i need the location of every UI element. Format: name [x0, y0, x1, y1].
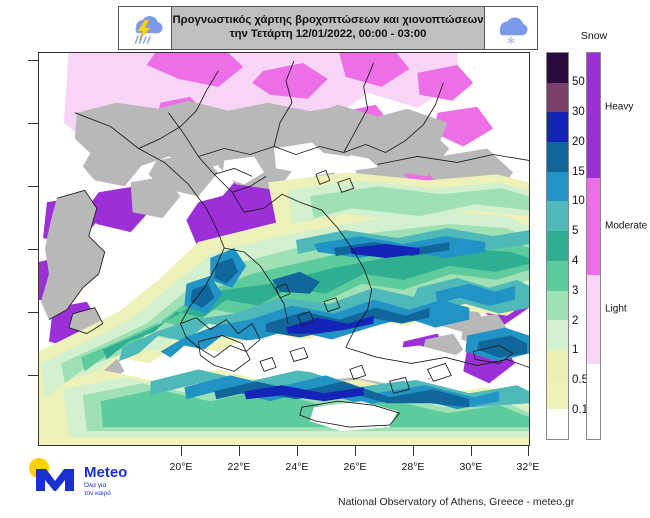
- rain-color-seg-4-5: [547, 231, 568, 261]
- map-title-text: Προγνωστικός χάρτης βροχοπτώσεων και χιο…: [172, 7, 484, 49]
- rain-color-seg-20-30: [547, 112, 568, 143]
- logo-tagline-line2: τον καιρό: [84, 489, 111, 497]
- credit-text: National Observatory of Athens, Greece -…: [338, 496, 575, 508]
- precipitation-map-plot: [38, 52, 530, 446]
- title-line-2: την Τετάρτη 12/01/2022, 00:00 - 03:00: [229, 28, 427, 40]
- ytick-mark-40n: [28, 186, 38, 188]
- xtick-mark-22e: [239, 446, 241, 456]
- snow-color-seg-moderate: [587, 178, 600, 275]
- map-title-bar: Προγνωστικός χάρτης βροχοπτώσεων και χιο…: [118, 6, 538, 50]
- xtick-mark-28e: [413, 446, 415, 456]
- snow-label-moderate: Moderate: [605, 220, 648, 232]
- rain-tick-0.5: 0.5: [572, 374, 588, 386]
- xtick-mark-32e: [528, 446, 530, 456]
- xtick-mark-20e: [181, 446, 183, 456]
- rain-color-seg-0.1-0.5: [547, 379, 568, 410]
- rain-color-seg-50plus: [547, 53, 568, 83]
- rain-tick-5: 5: [572, 225, 579, 237]
- xtick-label-30e: 30°E: [459, 461, 483, 473]
- rain-tick-4: 4: [572, 255, 579, 267]
- xtick-label-28e: 28°E: [401, 461, 425, 473]
- rain-tick-3: 3: [572, 285, 579, 297]
- snow-cloud-icon: [484, 7, 537, 49]
- rain-color-seg-30-50: [547, 82, 568, 113]
- xtick-label-20e: 20°E: [169, 461, 193, 473]
- snow-label-light: Light: [605, 303, 627, 315]
- ytick-mark-36n: [28, 312, 38, 314]
- logo-tagline-line1: Όλα για: [83, 482, 106, 489]
- snow-color-seg-none: [587, 363, 600, 439]
- xtick-label-22e: 22°E: [227, 461, 251, 473]
- rain-color-seg-10-15: [547, 171, 568, 202]
- xtick-label-32e: 32°E: [516, 461, 540, 473]
- rain-color-seg-1-2: [547, 320, 568, 350]
- rain-tick-30: 30: [572, 106, 585, 118]
- rain-tick-10: 10: [572, 195, 585, 207]
- logo-wordmark: Meteo: [84, 464, 127, 481]
- snow-color-seg-light: [587, 274, 600, 364]
- rain-color-seg-15-20: [547, 142, 568, 172]
- xtick-label-24e: 24°E: [285, 461, 309, 473]
- rain-colorbar: [546, 52, 569, 440]
- thunderstorm-rain-cloud-icon: [119, 7, 172, 49]
- precipitation-field: [39, 53, 529, 445]
- xtick-mark-30e: [471, 446, 473, 456]
- rain-tick-20: 20: [572, 136, 585, 148]
- ytick-mark-34n: [28, 375, 38, 377]
- snow-label-heavy: Heavy: [605, 101, 634, 113]
- snow-color-seg-heavy: [587, 53, 600, 179]
- rain-color-seg-5-10: [547, 201, 568, 232]
- title-line-1: Προγνωστικός χάρτης βροχοπτώσεων και χιο…: [172, 14, 484, 27]
- snow-colorbar: [586, 52, 601, 440]
- rain-color-seg-3-4: [547, 260, 568, 291]
- rain-tick-2: 2: [572, 315, 579, 327]
- xtick-mark-24e: [297, 446, 299, 456]
- rain-tick-50: 50: [572, 76, 585, 88]
- rain-tick-15: 15: [572, 166, 585, 178]
- rain-tick-1: 1: [572, 344, 579, 356]
- snow-legend-title: Snow: [580, 30, 608, 42]
- meteo-logo[interactable]: Meteo Όλα για τον καιρό: [22, 455, 162, 501]
- rain-color-seg-2-3: [547, 290, 568, 321]
- logo-m-letter: [36, 469, 74, 491]
- xtick-mark-26e: [355, 446, 357, 456]
- ytick-mark-44n: [28, 60, 38, 62]
- rain-color-seg-0.5-1: [547, 349, 568, 380]
- ytick-mark-38n: [28, 249, 38, 251]
- rain-color-seg-below-0.1: [547, 409, 568, 439]
- ytick-mark-42n: [28, 123, 38, 125]
- xtick-label-26e: 26°E: [343, 461, 367, 473]
- rain-tick-0.1: 0.1: [572, 404, 588, 416]
